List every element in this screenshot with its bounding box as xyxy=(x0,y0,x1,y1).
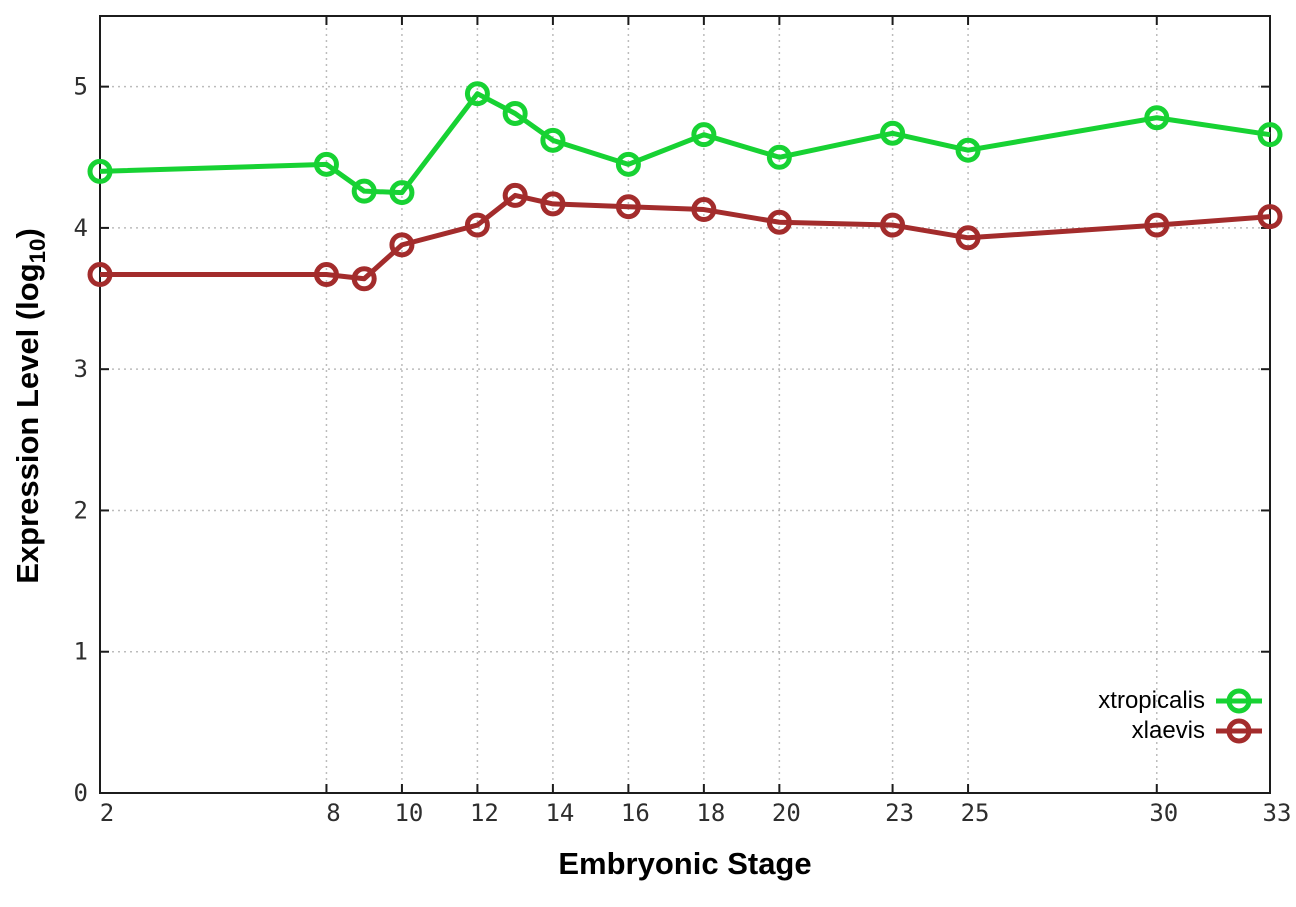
series-line-xlaevis xyxy=(100,192,1271,282)
data-point-xlaevis xyxy=(880,212,906,238)
x-tick-label: 10 xyxy=(394,799,423,827)
x-tick-label: 25 xyxy=(961,799,990,827)
data-point-xtropicalis xyxy=(502,100,528,126)
x-tick-label: 20 xyxy=(772,799,801,827)
data-point-xtropicalis xyxy=(1144,105,1170,131)
x-axis-title: Embryonic Stage xyxy=(558,846,812,881)
x-tick-label: 2 xyxy=(100,799,114,827)
series-line-xtropicalis xyxy=(99,91,1271,196)
data-point-xlaevis xyxy=(540,191,566,217)
y-tick-label: 0 xyxy=(74,779,88,807)
data-point-xlaevis xyxy=(691,197,717,223)
legend-item-xtropicalis: xtropicalis xyxy=(1098,686,1264,716)
data-point-xtropicalis xyxy=(389,180,415,206)
x-tick-label: 14 xyxy=(545,799,574,827)
data-point-xtropicalis xyxy=(880,120,906,146)
line-point-marker-icon xyxy=(1216,688,1262,714)
plot-border xyxy=(99,15,1271,794)
data-point-xlaevis xyxy=(766,209,792,235)
data-point-xtropicalis xyxy=(955,137,981,163)
legend: xtropicalis xlaevis xyxy=(1098,686,1264,746)
y-tick-label: 5 xyxy=(74,73,88,101)
data-point-xtropicalis xyxy=(691,122,717,148)
legend-label-xlaevis: xlaevis xyxy=(1131,717,1205,744)
legend-item-xlaevis: xlaevis xyxy=(1098,716,1264,746)
x-tick-label: 16 xyxy=(621,799,650,827)
data-point-xtropicalis xyxy=(313,151,339,177)
legend-open-circle-icon xyxy=(1226,688,1252,714)
y-tick-label: 2 xyxy=(74,496,88,524)
y-tick-label: 4 xyxy=(74,214,88,242)
data-point-xlaevis xyxy=(389,232,415,258)
line-point-marker-icon xyxy=(1216,718,1262,744)
y-axis-title-subscript: 10 xyxy=(25,238,51,264)
data-point-xtropicalis xyxy=(464,81,490,107)
x-tick-label: 33 xyxy=(1263,799,1292,827)
data-point-xlaevis xyxy=(87,262,113,288)
y-tick-label: 3 xyxy=(74,355,88,383)
legend-label-xtropicalis: xtropicalis xyxy=(1098,687,1205,714)
data-point-xtropicalis xyxy=(87,158,113,184)
x-tick-label: 30 xyxy=(1149,799,1178,827)
data-point-xlaevis xyxy=(955,225,981,251)
data-point-xlaevis xyxy=(502,182,528,208)
y-axis-title-close: ) xyxy=(10,228,45,239)
data-point-xtropicalis xyxy=(1257,122,1283,148)
data-point-xlaevis xyxy=(351,266,377,292)
legend-open-circle-icon xyxy=(1226,718,1252,744)
data-point-xlaevis xyxy=(313,262,339,288)
data-point-xlaevis xyxy=(1144,212,1170,238)
data-point-xtropicalis xyxy=(615,151,641,177)
y-tick-label: 1 xyxy=(74,638,88,666)
x-tick-label: 18 xyxy=(696,799,725,827)
data-point-xtropicalis xyxy=(540,127,566,153)
data-point-xlaevis xyxy=(615,194,641,220)
x-tick-label: 12 xyxy=(470,799,499,827)
data-point-xtropicalis xyxy=(351,178,377,204)
data-point-xlaevis xyxy=(1257,204,1283,230)
data-point-xlaevis xyxy=(464,212,490,238)
y-axis-title: Expression Level (log10) xyxy=(10,6,51,806)
x-tick-label: 23 xyxy=(885,799,914,827)
y-axis-title-text: Expression Level (log xyxy=(10,263,45,584)
x-tick-label: 8 xyxy=(326,799,340,827)
data-point-xtropicalis xyxy=(766,144,792,170)
